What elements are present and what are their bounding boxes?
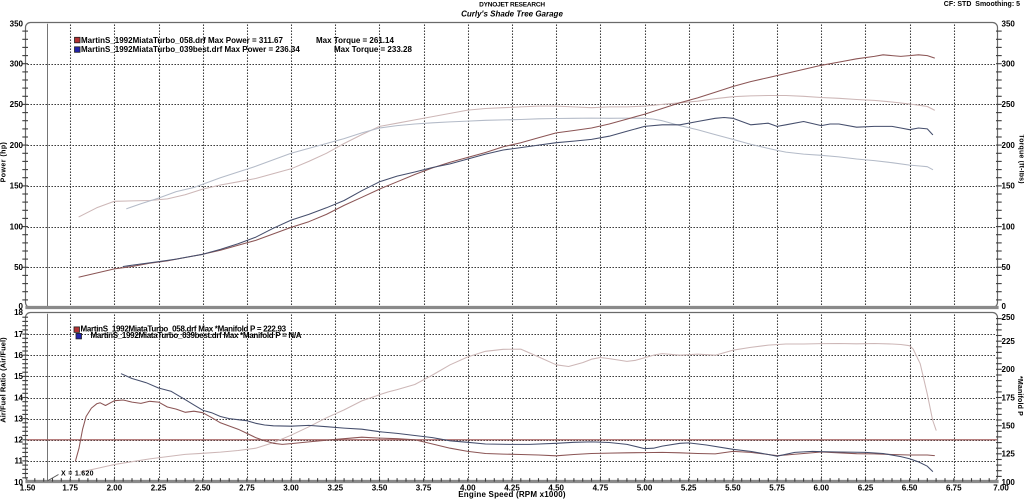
svg-text:10: 10 [14, 478, 23, 487]
svg-text:100: 100 [10, 222, 24, 231]
svg-text:250: 250 [10, 100, 24, 109]
svg-text:MartinS_1992MiataTurbo_039best: MartinS_1992MiataTurbo_039best.drf Max *… [91, 331, 302, 340]
svg-text:3.00: 3.00 [283, 484, 299, 493]
svg-text:100: 100 [1002, 222, 1016, 231]
svg-text:Torque (ft-lbs): Torque (ft-lbs) [1017, 134, 1024, 183]
svg-text:6.75: 6.75 [946, 484, 962, 493]
svg-text:MartinS_1992MiataTurbo_058.drf: MartinS_1992MiataTurbo_058.drf Max Power… [81, 36, 283, 45]
svg-text:350: 350 [1002, 19, 1016, 28]
svg-text:Engine Speed (RPM x1000): Engine Speed (RPM x1000) [458, 490, 566, 499]
svg-text:6.25: 6.25 [858, 484, 874, 493]
svg-text:125: 125 [1002, 450, 1016, 459]
svg-text:X = 1.620: X = 1.620 [61, 470, 94, 477]
svg-text:4.75: 4.75 [593, 484, 609, 493]
svg-text:50: 50 [14, 263, 23, 272]
svg-text:17: 17 [14, 330, 23, 339]
svg-text:4.00: 4.00 [460, 484, 476, 493]
svg-text:MartinS_1992MiataTurbo_058.drf: MartinS_1992MiataTurbo_058.drf Max *Mani… [81, 325, 287, 334]
svg-text:2.25: 2.25 [151, 484, 167, 493]
svg-text:175: 175 [1002, 393, 1016, 402]
svg-text:4.50: 4.50 [548, 484, 564, 493]
svg-text:*Manifold P: *Manifold P [1016, 376, 1023, 416]
svg-text:7.00: 7.00 [993, 484, 1009, 493]
svg-text:225: 225 [1002, 337, 1016, 346]
svg-text:5.00: 5.00 [637, 484, 653, 493]
svg-text:13: 13 [14, 414, 23, 423]
svg-text:150: 150 [1002, 422, 1016, 431]
svg-text:0: 0 [19, 302, 24, 311]
svg-text:150: 150 [1002, 182, 1016, 191]
svg-text:16: 16 [14, 351, 23, 360]
svg-text:250: 250 [1002, 313, 1016, 322]
svg-text:150: 150 [10, 182, 24, 191]
svg-text:200: 200 [1002, 365, 1016, 374]
svg-text:3.75: 3.75 [416, 484, 432, 493]
svg-text:MartinS_1992MiataTurbo_039best: MartinS_1992MiataTurbo_039best.drf Max P… [81, 45, 300, 54]
svg-text:11: 11 [15, 457, 24, 466]
svg-text:Max Torque = 233.28: Max Torque = 233.28 [334, 45, 412, 54]
svg-text:2.50: 2.50 [195, 484, 211, 493]
svg-text:2.00: 2.00 [107, 484, 123, 493]
svg-text:12: 12 [14, 436, 23, 445]
svg-text:2.75: 2.75 [239, 484, 255, 493]
svg-text:Air/Fuel Ratio (Air/Fuel): Air/Fuel Ratio (Air/Fuel) [0, 337, 8, 423]
svg-text:5.25: 5.25 [681, 484, 697, 493]
svg-text:5.75: 5.75 [769, 484, 785, 493]
svg-text:CF: STD Smoothing: 5: CF: STD Smoothing: 5 [944, 1, 1020, 8]
svg-text:3.25: 3.25 [328, 484, 344, 493]
svg-text:200: 200 [10, 141, 24, 150]
svg-text:Curly's Shade Tree Garage: Curly's Shade Tree Garage [461, 10, 563, 19]
svg-text:0: 0 [1002, 302, 1007, 311]
svg-text:100: 100 [1002, 478, 1016, 487]
svg-text:DYNOJET RESEARCH: DYNOJET RESEARCH [479, 1, 545, 8]
svg-text:1.50: 1.50 [20, 484, 36, 493]
svg-text:200: 200 [1002, 141, 1016, 150]
svg-text:300: 300 [1002, 60, 1016, 69]
svg-text:Max Torque = 261.14: Max Torque = 261.14 [316, 36, 394, 45]
svg-text:6.00: 6.00 [814, 484, 830, 493]
svg-text:14: 14 [14, 393, 23, 402]
svg-text:300: 300 [10, 60, 24, 69]
svg-text:250: 250 [1002, 100, 1016, 109]
svg-text:50: 50 [1002, 263, 1011, 272]
svg-text:Power (hp): Power (hp) [1, 142, 8, 183]
svg-text:3.50: 3.50 [372, 484, 388, 493]
svg-text:4.25: 4.25 [504, 484, 520, 493]
svg-text:350: 350 [10, 19, 24, 28]
svg-text:1.75: 1.75 [62, 484, 78, 493]
svg-text:5.50: 5.50 [725, 484, 741, 493]
svg-text:18: 18 [14, 308, 23, 317]
svg-text:6.50: 6.50 [902, 484, 918, 493]
svg-text:15: 15 [14, 372, 23, 381]
